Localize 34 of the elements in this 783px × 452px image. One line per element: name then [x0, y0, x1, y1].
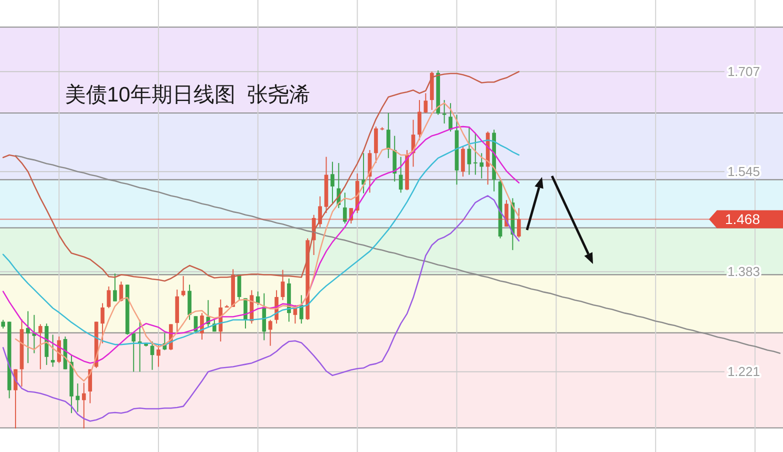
candlestick: [480, 152, 484, 179]
candlestick: [392, 135, 397, 182]
y-tick-label: 1.707: [727, 64, 760, 80]
ref-tag: 1.468: [708, 210, 783, 228]
candlestick: [318, 196, 322, 228]
candlestick: [442, 100, 446, 124]
candlestick: [330, 161, 334, 204]
candlestick: [448, 102, 452, 132]
candlestick: [418, 100, 422, 141]
candlestick: [424, 92, 428, 114]
candlestick: [398, 156, 403, 194]
candlestick: [113, 273, 117, 302]
y-tick-label: 1.545: [727, 164, 760, 180]
candlestick: [14, 368, 18, 430]
candlestick: [516, 208, 521, 238]
candlestick: [280, 269, 285, 301]
candlestick: [106, 286, 111, 309]
candlestick: [386, 112, 390, 159]
text: 美债10年期日线图 张尧浠: [65, 84, 310, 106]
candlestick: [461, 146, 465, 178]
candlestick: [50, 334, 55, 368]
candlestick: [467, 126, 472, 176]
candlestick: [256, 290, 260, 306]
candlestick: [82, 382, 86, 430]
y-tick-label: 1.221: [727, 364, 760, 380]
candlestick: [342, 192, 347, 224]
candlestick: [38, 324, 42, 370]
ref-line-label: 1.468: [724, 211, 760, 228]
candlestick: [26, 310, 30, 364]
candlestick: [100, 302, 104, 344]
candlestick: [473, 132, 478, 176]
candlestick: [156, 344, 160, 368]
line-series: [2, 195, 520, 422]
candlestick: [132, 332, 136, 372]
